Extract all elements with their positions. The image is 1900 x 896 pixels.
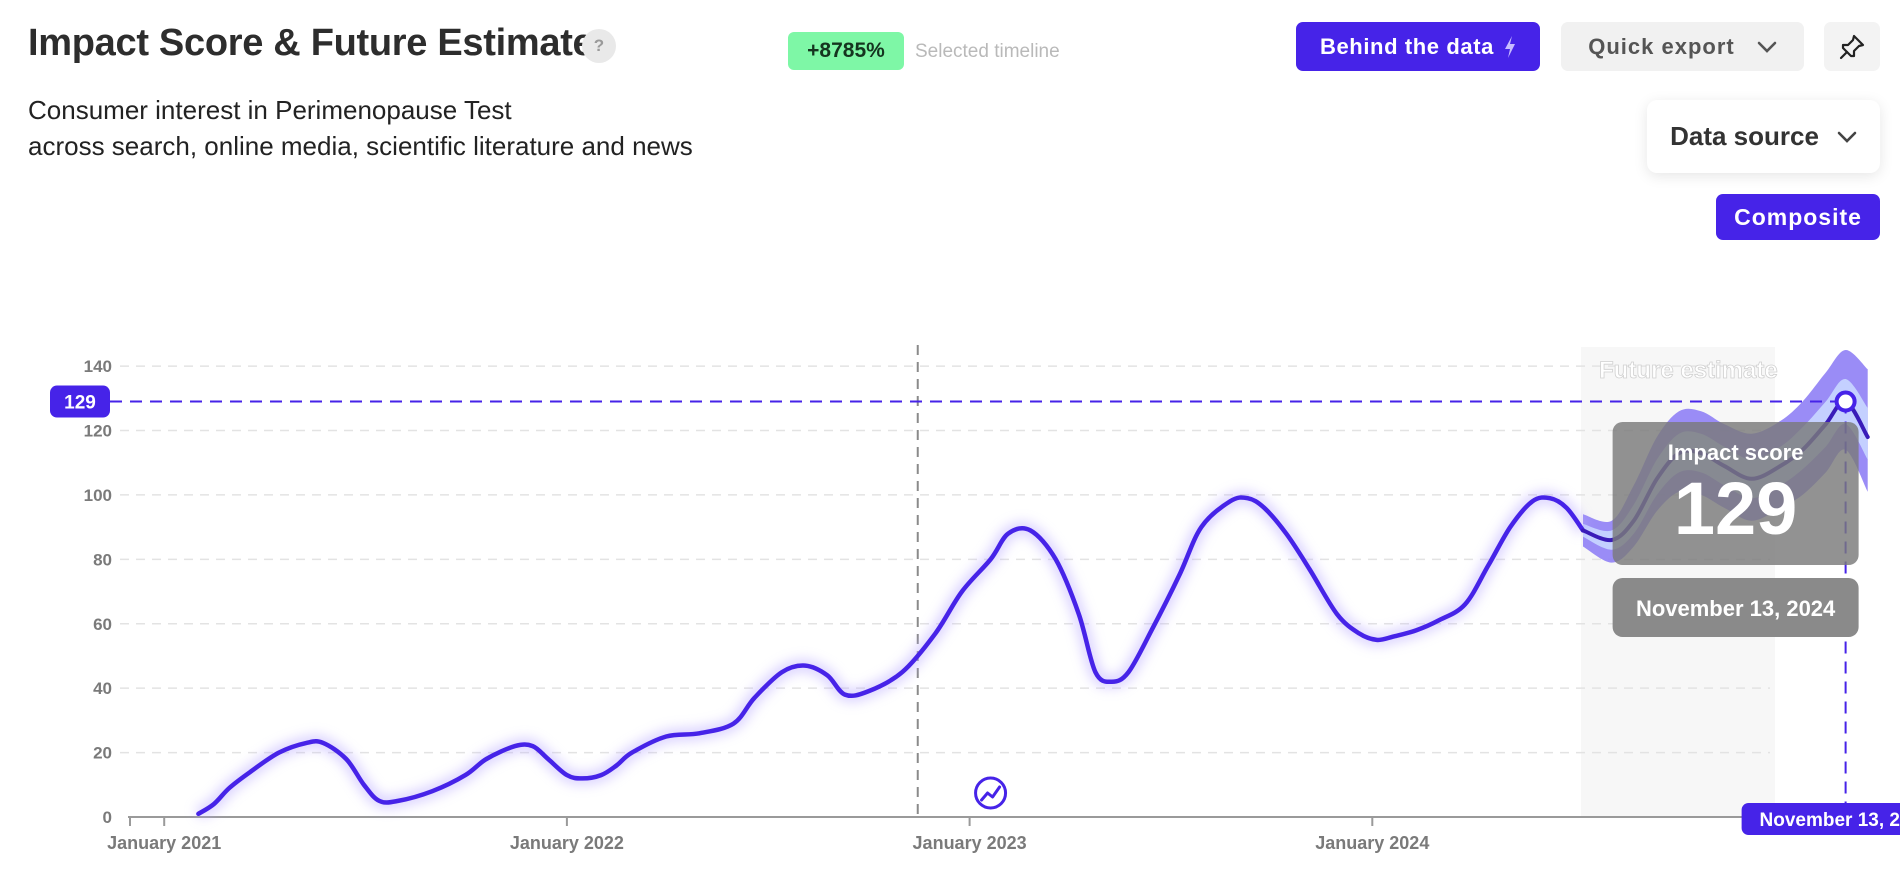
subtitle-line-1: Consumer interest in Perimenopause Test xyxy=(28,95,512,125)
marker-date-label: November 13, 2024 xyxy=(1760,810,1900,831)
x-tick-label: January 2023 xyxy=(913,833,1027,853)
y-tick-label: 40 xyxy=(93,679,112,698)
page-subtitle: Consumer interest in Perimenopause Test … xyxy=(28,92,693,164)
data-source-label: Data source xyxy=(1670,121,1819,151)
behind-the-data-label: Behind the data xyxy=(1319,33,1494,59)
x-axis: January 2021 January 2022 January 2023 Janu… xyxy=(107,816,1775,853)
data-source-dropdown[interactable]: Data source xyxy=(1647,100,1880,173)
pin-icon xyxy=(1839,34,1865,59)
quick-export-button[interactable]: Quick export xyxy=(1561,22,1804,71)
y-tick-label: 60 xyxy=(93,615,112,634)
change-note: Selected timeline xyxy=(915,41,1060,62)
x-tick-label: January 2022 xyxy=(510,833,624,853)
quick-export-label: Quick export xyxy=(1588,33,1735,59)
behind-the-data-button[interactable]: Behind the data xyxy=(1296,22,1540,71)
page-title: Impact Score & Future Estimate xyxy=(28,22,594,64)
future-estimate-label: Future estimate xyxy=(1599,357,1778,384)
y-axis: 0 20 40 60 80 100 120 140 xyxy=(84,357,112,827)
marker-date-badge: November 13, 2024 xyxy=(1741,803,1900,835)
series-line-shadow xyxy=(195,491,1588,819)
tooltip: Impact score 129 November 13, 2024 xyxy=(1612,422,1859,637)
series-line xyxy=(196,495,1586,817)
marker-value-label: 129 xyxy=(64,393,96,414)
lightning-icon xyxy=(1505,35,1515,58)
y-tick-label: 100 xyxy=(84,486,112,505)
marker-value-badge: 129 xyxy=(50,385,110,418)
tooltip-title: Impact score xyxy=(1668,440,1804,465)
tooltip-value: 129 xyxy=(1674,467,1797,550)
change-badge: +8785% xyxy=(788,32,904,70)
y-tick-label: 20 xyxy=(93,744,112,763)
y-tick-label: 120 xyxy=(84,422,112,441)
y-tick-label: 0 xyxy=(103,808,112,827)
marker-point[interactable] xyxy=(1834,390,1857,413)
pin-button[interactable] xyxy=(1824,22,1880,71)
trend-event-icon[interactable] xyxy=(974,776,1008,810)
help-icon[interactable]: ? xyxy=(582,29,616,63)
gridlines xyxy=(120,365,1770,754)
chevron-down-icon xyxy=(1837,131,1857,143)
composite-button[interactable]: Composite xyxy=(1716,194,1880,240)
y-tick-label: 140 xyxy=(84,357,112,376)
chevron-down-icon xyxy=(1757,41,1777,53)
x-tick-label: January 2024 xyxy=(1315,833,1429,853)
tooltip-date: November 13, 2024 xyxy=(1636,596,1836,621)
subtitle-line-2: across search, online media, scientific … xyxy=(28,131,693,161)
x-tick-label: January 2021 xyxy=(107,833,221,853)
y-tick-label: 80 xyxy=(93,550,112,569)
